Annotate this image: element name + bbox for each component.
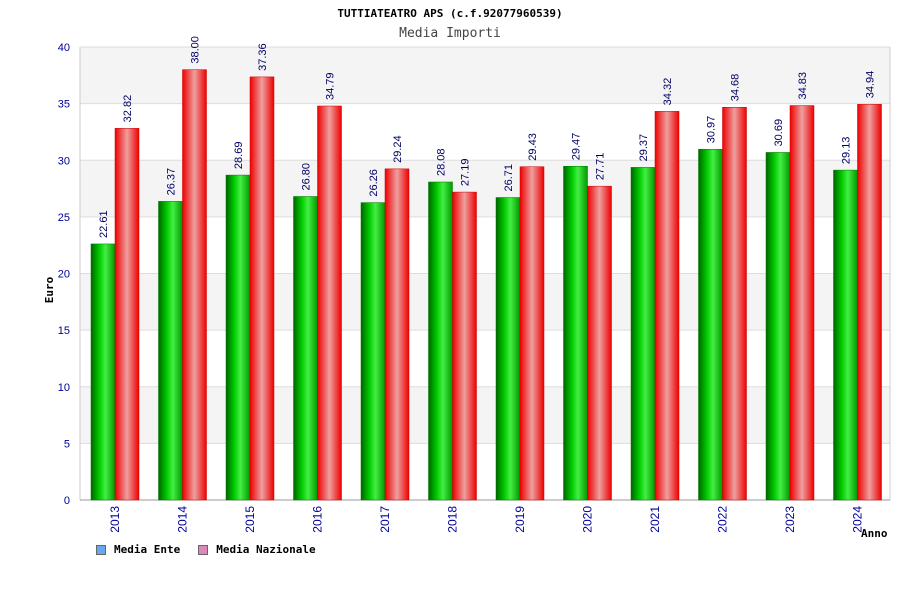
- bar-media-ente-2020: [563, 166, 588, 501]
- value-label: 26.26: [368, 169, 380, 197]
- y-axis-ticks: 0 5 10 15 20 25 30 35 40: [58, 42, 70, 507]
- plot-area: [80, 47, 890, 500]
- value-label: 22.61: [98, 210, 110, 238]
- value-label: 29.24: [392, 135, 404, 163]
- bar-media-nazionale-2023: [789, 105, 815, 501]
- bar-media-ente-2017: [360, 202, 386, 501]
- legend-item-media-ente: Media Ente: [96, 543, 180, 556]
- plot-band: [80, 273, 890, 331]
- plot-band: [80, 386, 890, 444]
- legend-swatch-media-ente: [96, 544, 106, 555]
- x-tick-label: 2016: [311, 506, 325, 533]
- value-label: 34.94: [865, 71, 877, 99]
- value-label: 37.36: [257, 43, 269, 71]
- y-tick-label: 35: [58, 99, 70, 111]
- value-label: 34.68: [730, 74, 742, 102]
- value-label: 34.32: [662, 78, 674, 106]
- value-label: 26.80: [301, 163, 313, 191]
- chart-subtitle: Media Importi: [399, 26, 501, 41]
- y-tick-label: 30: [58, 155, 70, 167]
- x-tick-label: 2024: [851, 506, 865, 533]
- value-label: 26.37: [166, 168, 178, 196]
- x-tick-label: 2023: [783, 506, 797, 533]
- bar-media-ente-2021: [630, 167, 656, 501]
- value-label: 30.97: [706, 116, 718, 144]
- bar-media-ente-2015: [225, 174, 251, 501]
- y-tick-label: 10: [58, 382, 70, 394]
- bar-media-ente-2024: [833, 169, 858, 501]
- bar-media-nazionale-2024: [857, 104, 882, 501]
- bar-media-ente-2019: [495, 197, 521, 501]
- x-tick-label: 2020: [581, 506, 595, 533]
- y-axis-label: Euro: [43, 276, 56, 303]
- bar-media-nazionale-2013: [114, 128, 140, 501]
- value-label: 29.37: [638, 134, 650, 162]
- plot-band: [80, 330, 890, 387]
- x-axis-label: Anno: [861, 527, 888, 540]
- value-label: 26.71: [503, 164, 515, 192]
- plot-band: [80, 47, 890, 104]
- value-label: 27.71: [595, 153, 607, 181]
- value-label: 29.43: [527, 133, 539, 161]
- legend-item-media-nazionale: Media Nazionale: [198, 543, 316, 556]
- bar-media-ente-2014: [158, 201, 183, 501]
- chart-title: TUTTIATEATRO APS (c.f.92077960539): [337, 7, 562, 20]
- value-label: 28.08: [436, 148, 448, 176]
- value-label: 28.69: [233, 142, 245, 170]
- value-label: 29.47: [571, 133, 583, 161]
- x-tick-label: 2014: [176, 506, 190, 533]
- legend-label-media-nazionale: Media Nazionale: [216, 543, 316, 556]
- y-tick-label: 0: [64, 495, 70, 507]
- x-tick-label: 2017: [378, 506, 392, 533]
- y-tick-label: 5: [64, 438, 70, 450]
- bars: [90, 69, 882, 501]
- value-label: 34.79: [325, 72, 337, 100]
- value-label: 32.82: [122, 95, 134, 123]
- plot-band: [80, 216, 890, 274]
- bar-media-ente-2023: [765, 152, 791, 501]
- bar-media-ente-2022: [698, 149, 723, 501]
- bar-media-nazionale-2014: [182, 69, 207, 501]
- bar-media-nazionale-2016: [317, 105, 342, 501]
- value-label: 30.69: [773, 119, 785, 147]
- bar-media-ente-2016: [293, 196, 318, 501]
- x-axis-ticks: 2013 2014 2015 2016 2017 2018 2019 2020 2021 2022…: [108, 506, 865, 533]
- value-label: 29.13: [841, 137, 853, 165]
- legend: Media Ente Media Nazionale: [96, 543, 316, 556]
- y-tick-label: 15: [58, 325, 70, 337]
- legend-swatch-media-nazionale: [198, 544, 209, 555]
- value-label: 27.19: [460, 159, 472, 187]
- value-label: 34.83: [797, 72, 809, 100]
- y-tick-label: 25: [58, 212, 70, 224]
- bar-media-nazionale-2018: [452, 191, 477, 501]
- plot-band: [80, 103, 890, 161]
- value-labels: 22.61 32.82 26.37 38.00 28.69 37.36 26.80 34.79…: [98, 36, 877, 238]
- x-tick-label: 2018: [446, 506, 460, 533]
- grid-lines: [79, 46, 891, 501]
- y-tick-label: 40: [58, 42, 70, 54]
- value-label: 38.00: [190, 36, 202, 64]
- x-tick-label: 2022: [716, 506, 730, 533]
- bar-media-nazionale-2015: [249, 76, 275, 501]
- bar-media-nazionale-2017: [384, 168, 410, 501]
- x-tick-label: 2013: [108, 506, 122, 533]
- bar-media-nazionale-2019: [519, 166, 545, 501]
- bar-media-nazionale-2021: [654, 111, 680, 501]
- y-tick-label: 20: [58, 269, 70, 281]
- legend-label-media-ente: Media Ente: [114, 543, 181, 556]
- bar-media-nazionale-2022: [722, 106, 747, 501]
- plot-band: [80, 443, 890, 500]
- bar-media-ente-2018: [428, 181, 453, 501]
- plot-band: [80, 160, 890, 217]
- bar-media-nazionale-2020: [587, 185, 612, 501]
- bar-media-ente-2013: [90, 243, 116, 501]
- x-tick-label: 2015: [243, 506, 257, 533]
- x-tick-label: 2019: [513, 506, 527, 533]
- x-tick-label: 2021: [648, 506, 662, 533]
